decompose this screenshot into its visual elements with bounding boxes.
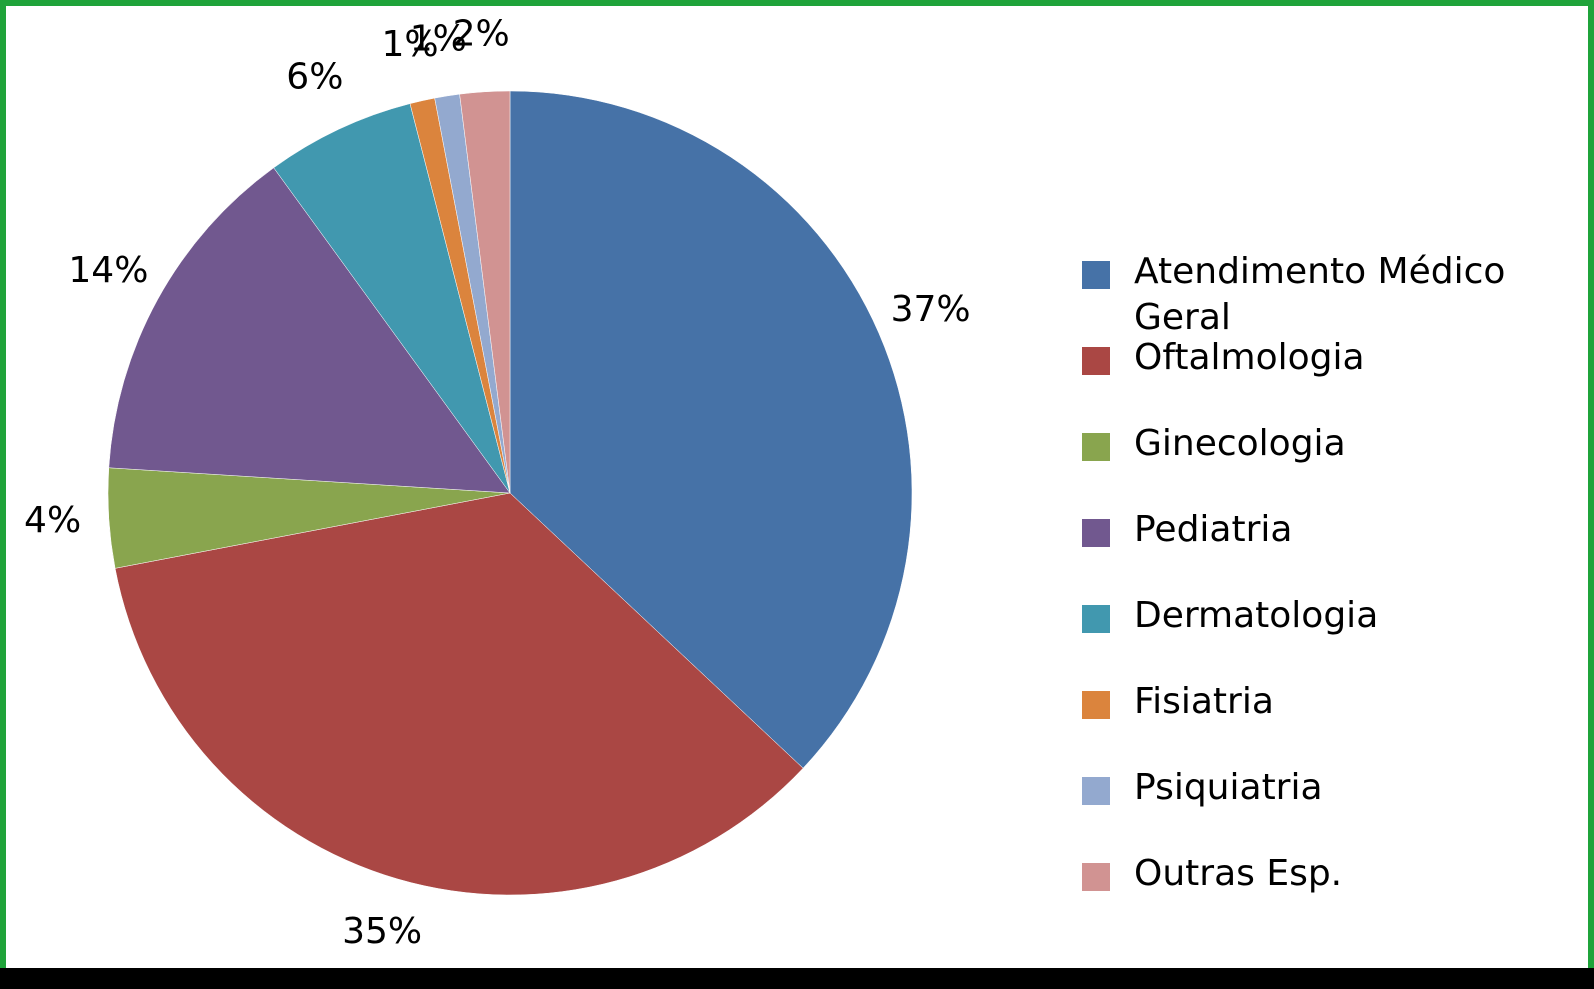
legend-item: Oftalmologia [1082,337,1534,381]
data-label: 37% [891,289,971,330]
pie-slice [509,90,913,769]
legend-label: Dermatologia [1134,595,1379,636]
chart-frame: 37% 35% 4% 14% 6% 1% 1% 2% Atendimento Médico G… [0,0,1594,968]
legend-item: Dermatologia [1082,595,1534,639]
legend-swatch [1082,777,1110,805]
legend-item: Ginecologia [1082,423,1534,467]
data-label: 14% [68,250,148,291]
legend-label: Pediatria [1134,509,1293,550]
data-label: 1% [381,24,438,65]
legend-swatch [1082,863,1110,891]
legend-item: Fisiatria [1082,681,1534,725]
data-label: 6% [286,56,343,97]
legend-swatch [1082,261,1110,289]
legend-swatch [1082,433,1110,461]
pie-slice [459,90,511,494]
legend-item: Atendimento Médico Geral [1082,251,1534,341]
legend-label: Ginecologia [1134,423,1346,464]
legend-swatch [1082,691,1110,719]
legend-swatch [1082,347,1110,375]
data-label: 4% [24,500,81,541]
chart: 37%35%4%14%6%1%1%2% [24,14,971,952]
legend-item: Outras Esp. [1082,853,1534,897]
legend-label: Fisiatria [1134,681,1274,722]
data-label: 2% [453,14,510,55]
legend-label: Outras Esp. [1134,853,1343,894]
legend-label: Psiquiatria [1134,767,1323,808]
pie-slice [114,492,804,896]
legend-item: Pediatria [1082,509,1534,553]
legend-item: Psiquiatria [1082,767,1534,811]
data-label: 1% [410,18,467,59]
pie-slice [273,103,511,494]
pie-slice [108,167,511,494]
legend-swatch [1082,605,1110,633]
legend-label: Oftalmologia [1134,337,1365,378]
data-label: 35% [342,911,422,952]
legend-label: Atendimento Médico Geral [1134,251,1506,338]
legend-swatch [1082,519,1110,547]
